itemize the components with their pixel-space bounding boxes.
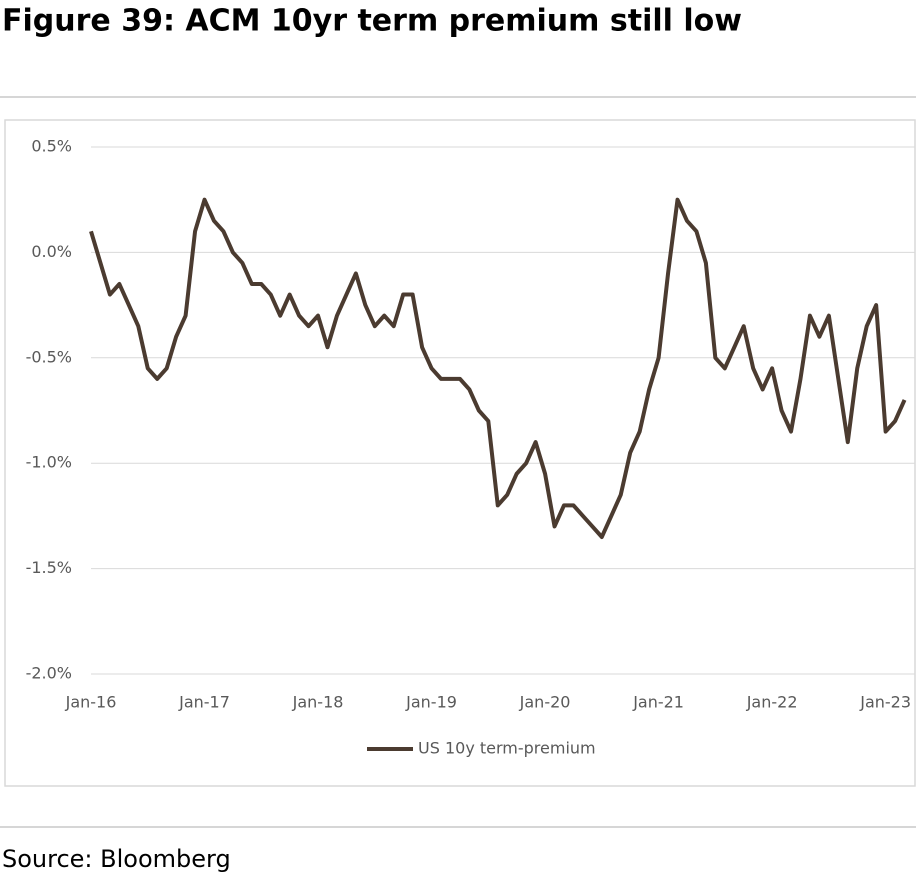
y-tick-label: -2.0% bbox=[26, 664, 72, 683]
x-tick-label: Jan-22 bbox=[746, 693, 798, 712]
x-tick-label: Jan-20 bbox=[519, 693, 571, 712]
x-tick-label: Jan-21 bbox=[632, 693, 684, 712]
source-note: Source: Bloomberg bbox=[2, 845, 231, 873]
x-tick-label: Jan-17 bbox=[178, 693, 230, 712]
y-tick-label: -0.5% bbox=[26, 347, 72, 366]
y-tick-label: 0.5% bbox=[31, 137, 72, 156]
x-tick-label: Jan-19 bbox=[405, 693, 457, 712]
x-tick-label: Jan-16 bbox=[65, 693, 117, 712]
y-tick-label: -1.5% bbox=[26, 558, 72, 577]
x-tick-label: Jan-18 bbox=[292, 693, 344, 712]
y-tick-label: -1.0% bbox=[26, 453, 72, 472]
x-tick-label: Jan-23 bbox=[859, 693, 911, 712]
legend-label: US 10y term-premium bbox=[418, 739, 596, 758]
y-tick-label: 0.0% bbox=[31, 242, 72, 261]
chart-frame bbox=[4, 119, 916, 787]
data-line bbox=[89, 197, 907, 539]
chart-title: Figure 39: ACM 10yr term premium still l… bbox=[2, 4, 742, 39]
